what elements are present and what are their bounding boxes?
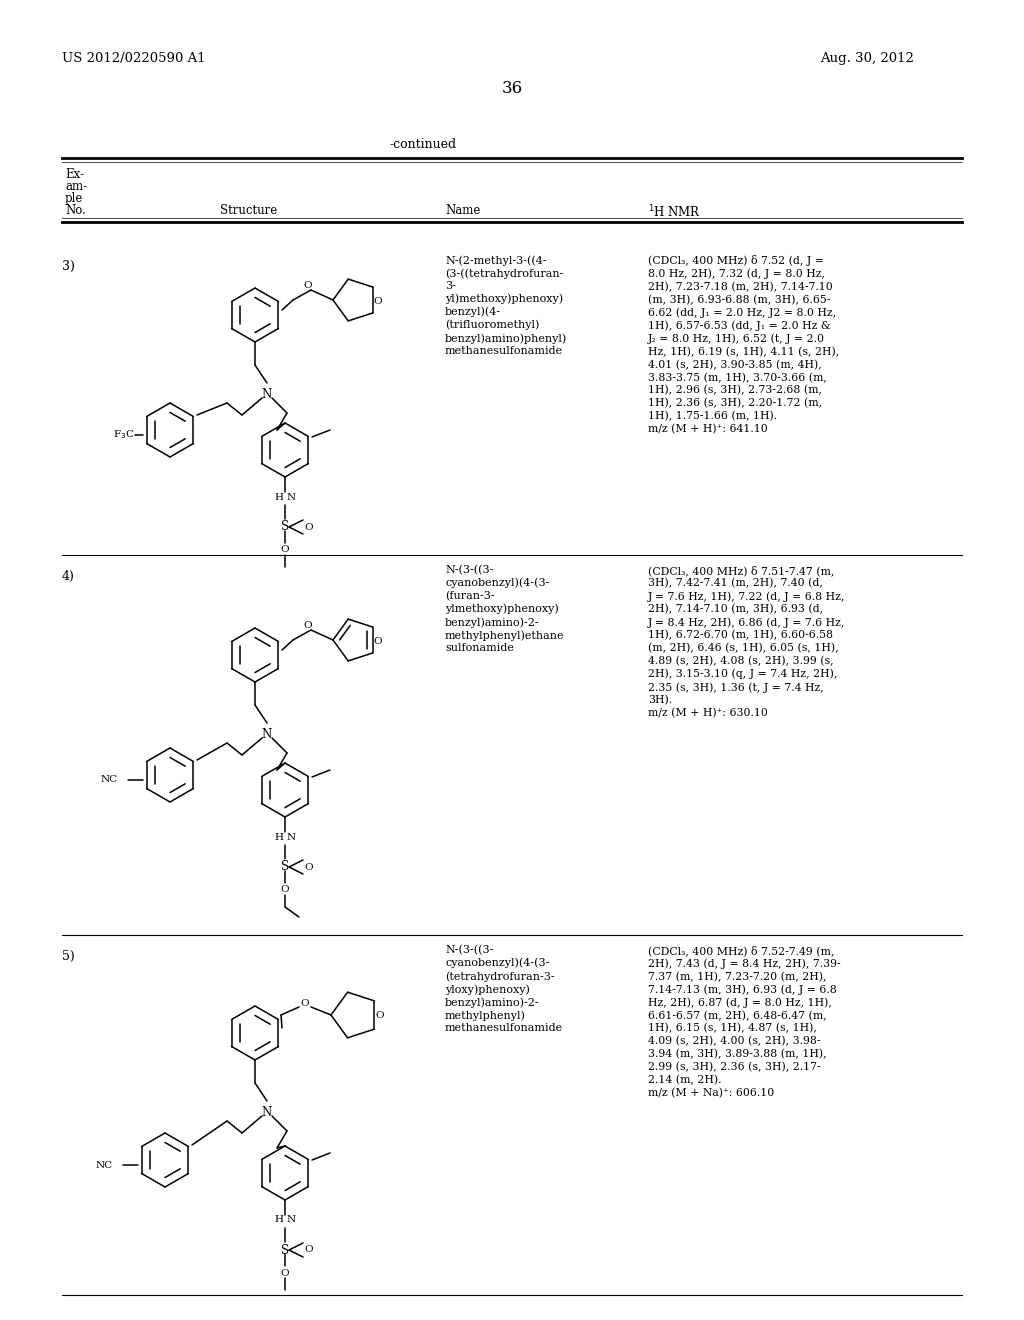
Text: O: O [305, 523, 313, 532]
Text: 3): 3) [62, 260, 75, 273]
Text: O: O [301, 998, 309, 1007]
Text: am-: am- [65, 180, 87, 193]
Text: Ex-: Ex- [65, 168, 84, 181]
Text: Structure: Structure [220, 205, 278, 216]
Text: O: O [374, 636, 382, 645]
Text: H: H [274, 833, 284, 842]
Text: 36: 36 [502, 81, 522, 96]
Text: F$_3$C: F$_3$C [114, 429, 135, 441]
Text: N-(2-methyl-3-((4-
(3-((tetrahydrofuran-
3-
yl)methoxy)phenoxy)
benzyl)(4-
(trif: N-(2-methyl-3-((4- (3-((tetrahydrofuran-… [445, 255, 567, 356]
Text: N: N [262, 1106, 272, 1119]
Text: O: O [374, 297, 382, 305]
Text: O: O [281, 545, 290, 554]
Text: N: N [287, 1216, 296, 1225]
Text: O: O [376, 1011, 384, 1020]
Text: O: O [281, 886, 290, 895]
Text: NC: NC [101, 776, 118, 784]
Text: O: O [304, 281, 312, 289]
Text: N: N [287, 492, 296, 502]
Text: $^{1}$H NMR: $^{1}$H NMR [648, 205, 701, 220]
Text: 5): 5) [62, 950, 75, 964]
Text: N-(3-((3-
cyanobenzyl)(4-(3-
(tetrahydrofuran-3-
yloxy)phenoxy)
benzyl)amino)-2-: N-(3-((3- cyanobenzyl)(4-(3- (tetrahydro… [445, 945, 563, 1034]
Text: 4): 4) [62, 570, 75, 583]
Text: O: O [281, 1269, 290, 1278]
Text: Name: Name [445, 205, 480, 216]
Text: S: S [281, 520, 289, 533]
Text: S: S [281, 861, 289, 874]
Text: US 2012/0220590 A1: US 2012/0220590 A1 [62, 51, 206, 65]
Text: N: N [287, 833, 296, 842]
Text: NC: NC [96, 1160, 113, 1170]
Text: O: O [305, 1246, 313, 1254]
Text: N: N [262, 388, 272, 401]
Text: H: H [274, 492, 284, 502]
Text: -continued: -continued [390, 139, 457, 150]
Text: H: H [274, 1216, 284, 1225]
Text: O: O [304, 620, 312, 630]
Text: No.: No. [65, 205, 86, 216]
Text: (CDCl₃, 400 MHz) δ 7.51-7.47 (m,
3H), 7.42-7.41 (m, 2H), 7.40 (d,
J = 7.6 Hz, 1H: (CDCl₃, 400 MHz) δ 7.51-7.47 (m, 3H), 7.… [648, 565, 846, 718]
Text: S: S [281, 1243, 289, 1257]
Text: (CDCl₃, 400 MHz) δ 7.52 (d, J =
8.0 Hz, 2H), 7.32 (d, J = 8.0 Hz,
2H), 7.23-7.18: (CDCl₃, 400 MHz) δ 7.52 (d, J = 8.0 Hz, … [648, 255, 840, 434]
Text: N-(3-((3-
cyanobenzyl)(4-(3-
(furan-3-
ylmethoxy)phenoxy)
benzyl)amino)-2-
methy: N-(3-((3- cyanobenzyl)(4-(3- (furan-3- y… [445, 565, 564, 653]
Text: ple: ple [65, 191, 83, 205]
Text: (CDCl₃, 400 MHz) δ 7.52-7.49 (m,
2H), 7.43 (d, J = 8.4 Hz, 2H), 7.39-
7.37 (m, 1: (CDCl₃, 400 MHz) δ 7.52-7.49 (m, 2H), 7.… [648, 945, 841, 1098]
Text: O: O [305, 862, 313, 871]
Text: Aug. 30, 2012: Aug. 30, 2012 [820, 51, 913, 65]
Text: N: N [262, 729, 272, 742]
